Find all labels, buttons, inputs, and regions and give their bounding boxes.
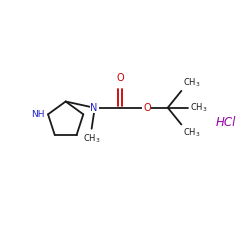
Text: HCl: HCl [216, 116, 236, 129]
Text: CH$_3$: CH$_3$ [183, 126, 201, 139]
Text: O: O [116, 74, 124, 84]
Text: CH$_3$: CH$_3$ [183, 76, 201, 89]
Text: CH$_3$: CH$_3$ [83, 132, 100, 145]
Text: NH: NH [32, 110, 45, 119]
Text: O: O [143, 103, 151, 113]
Text: N: N [90, 103, 98, 113]
Text: CH$_3$: CH$_3$ [190, 102, 208, 114]
